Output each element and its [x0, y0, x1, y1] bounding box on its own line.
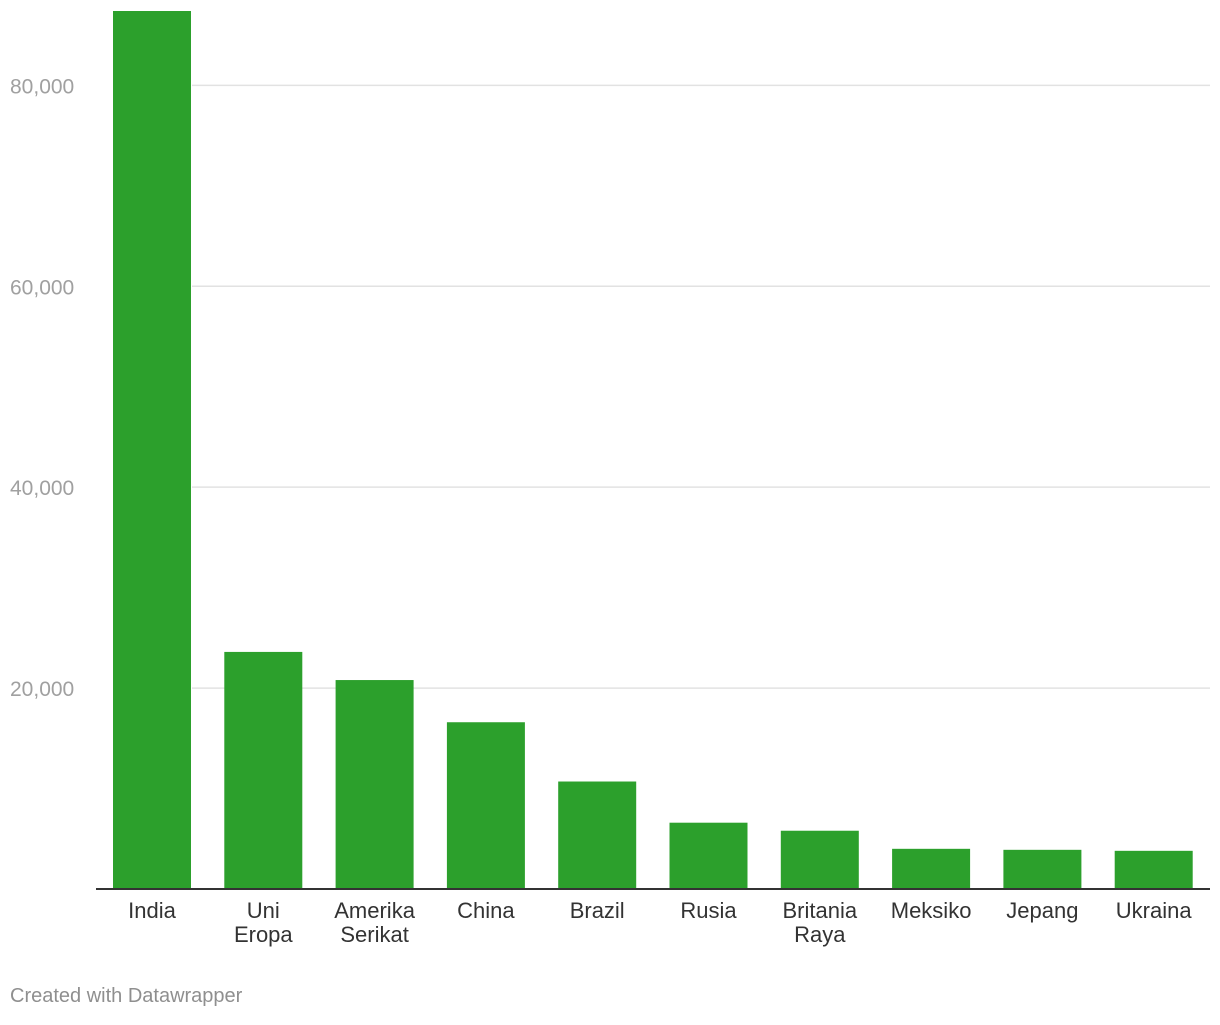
- y-tick-label: 20,000: [10, 678, 74, 701]
- x-category-label-line: Eropa: [234, 922, 293, 947]
- x-category-label: Brazil: [570, 898, 625, 923]
- bar: [669, 822, 748, 889]
- bar: [780, 830, 859, 889]
- x-category-label-line: Raya: [794, 922, 846, 947]
- x-category-label-line: Ukraina: [1116, 898, 1193, 923]
- bar: [113, 11, 191, 889]
- bar: [1114, 850, 1193, 889]
- x-category-label-line: Britania: [783, 898, 858, 923]
- x-category-label: Uni Eropa: [234, 898, 293, 947]
- bar: [1003, 849, 1082, 889]
- x-category-label-line: India: [128, 898, 176, 923]
- x-category-label: Ukraina: [1116, 898, 1193, 923]
- bar: [558, 781, 637, 889]
- x-category-label-line: Amerika: [334, 898, 415, 923]
- y-tick-label: 60,000: [10, 276, 74, 299]
- credit-footer[interactable]: Created with Datawrapper: [10, 985, 243, 1007]
- x-category-label: India: [128, 898, 176, 923]
- x-category-label: Jepang: [1006, 898, 1078, 923]
- bar: [224, 651, 303, 889]
- x-category-label-line: Rusia: [680, 898, 737, 923]
- x-axis-labels: India Uni Eropa Amerika Serikat China Brazil Ru…: [128, 898, 1192, 947]
- x-category-label-line: Brazil: [570, 898, 625, 923]
- y-tick-label: 80,000: [10, 75, 74, 98]
- bars: [113, 11, 1193, 889]
- x-category-label: China: [457, 898, 515, 923]
- bar: [446, 722, 525, 889]
- x-category-label: Meksiko: [891, 898, 972, 923]
- gridlines: [192, 84, 1210, 689]
- x-category-label-line: Jepang: [1006, 898, 1078, 923]
- x-category-label-line: China: [457, 898, 515, 923]
- bar: [335, 680, 414, 889]
- x-category-label: Britania Raya: [783, 898, 858, 947]
- x-category-label-line: Uni: [247, 898, 280, 923]
- x-category-label-line: Serikat: [340, 922, 408, 947]
- x-category-label-line: Meksiko: [891, 898, 972, 923]
- x-category-label: Rusia: [680, 898, 737, 923]
- x-category-label: Amerika Serikat: [334, 898, 415, 947]
- y-tick-label: 40,000: [10, 477, 74, 500]
- bar: [892, 848, 971, 889]
- y-axis-ticks: 20,000 40,000 60,000 80,000: [10, 75, 74, 701]
